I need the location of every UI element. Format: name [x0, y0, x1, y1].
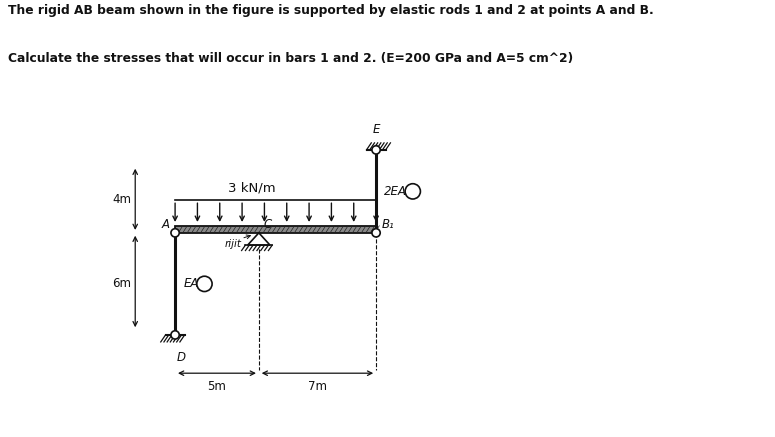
Text: 1: 1 — [201, 277, 208, 290]
Circle shape — [372, 229, 381, 237]
Text: D: D — [177, 351, 186, 364]
Circle shape — [405, 184, 420, 199]
Circle shape — [171, 331, 179, 339]
Circle shape — [197, 276, 212, 291]
Text: 3 kN/m: 3 kN/m — [228, 181, 276, 194]
Text: 5m: 5m — [208, 380, 226, 392]
Polygon shape — [248, 233, 270, 245]
Text: 4m: 4m — [112, 193, 132, 206]
Text: 2: 2 — [408, 185, 417, 198]
Circle shape — [372, 146, 381, 154]
Text: C: C — [264, 218, 272, 231]
Text: 6m: 6m — [112, 277, 132, 290]
Text: Calculate the stresses that will occur in bars 1 and 2. (E=200 GPa and A=5 cm^2): Calculate the stresses that will occur i… — [8, 52, 573, 66]
Text: EA: EA — [184, 277, 199, 290]
Text: rijit: rijit — [224, 239, 241, 249]
Circle shape — [171, 229, 179, 237]
Text: 7m: 7m — [308, 380, 327, 392]
Text: 2EA: 2EA — [384, 185, 407, 198]
Text: E: E — [372, 122, 380, 135]
Text: B₁: B₁ — [382, 218, 394, 231]
Text: A: A — [161, 218, 170, 231]
Polygon shape — [175, 226, 376, 233]
Text: The rigid AB beam shown in the figure is supported by elastic rods 1 and 2 at po: The rigid AB beam shown in the figure is… — [8, 4, 653, 17]
